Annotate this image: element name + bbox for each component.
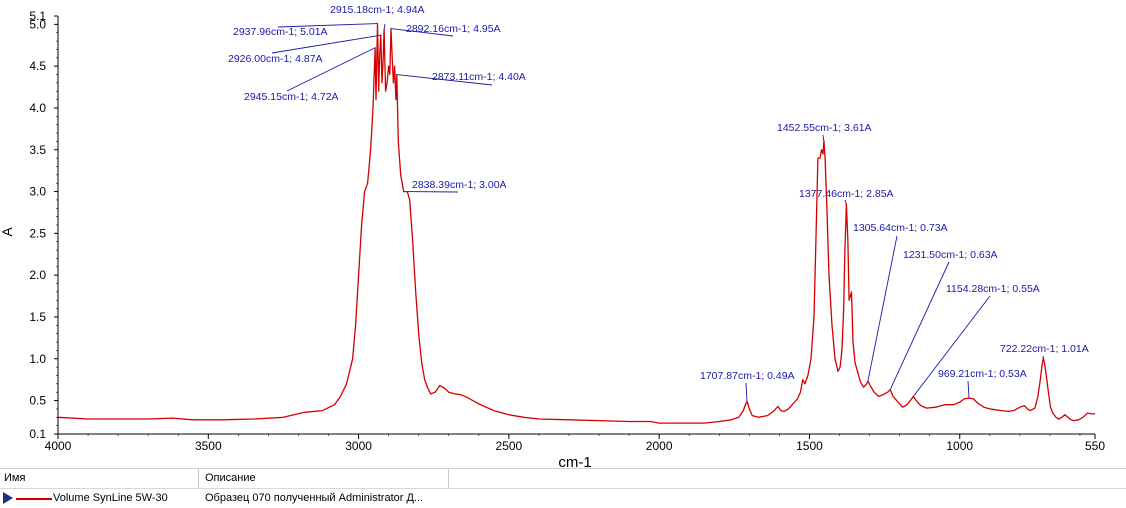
x-tick-label: 2500 — [496, 439, 523, 453]
peak-annotation-label: 1452.55cm-1; 3.61A — [777, 122, 872, 134]
annotation-leader-line — [823, 135, 824, 141]
column-header-description[interactable]: Описание — [205, 472, 256, 484]
legend-header: Имя Описание — [0, 469, 1126, 489]
y-tick-label: 4.0 — [29, 101, 46, 115]
series-description: Образец 070 полученный Administrator Д..… — [205, 492, 423, 504]
peak-annotation-label: 1154.28cm-1; 0.55A — [946, 283, 1040, 295]
peak-annotation-label: 1377.46cm-1; 2.85A — [799, 188, 894, 200]
annotation-leader-line — [913, 296, 990, 396]
peak-annotation-label: 2926.00cm-1; 4.87A — [228, 53, 323, 65]
column-header-name[interactable]: Имя — [4, 472, 25, 484]
legend-row[interactable]: Volume SynLine 5W-30 Образец 070 получен… — [0, 489, 1126, 508]
peak-annotation-label: 2945.15cm-1; 4.72A — [244, 91, 339, 103]
annotation-leader-line — [968, 381, 969, 398]
peak-annotation-label: 969.21cm-1; 0.53A — [938, 368, 1027, 380]
peak-annotation-label: 1707.87cm-1; 0.49A — [700, 370, 795, 382]
series-color-swatch — [16, 498, 52, 500]
annotation-leader-line — [845, 200, 846, 204]
peak-annotation-label: 1305.64cm-1; 0.73A — [853, 222, 948, 234]
x-tick-label: 1500 — [796, 439, 823, 453]
series-name: Volume SynLine 5W-30 — [53, 492, 168, 504]
column-divider[interactable] — [448, 469, 449, 488]
peak-annotation-label: 2915.18cm-1; 4.94A — [330, 4, 425, 16]
y-tick-label: 1.0 — [29, 352, 46, 366]
x-tick-label: 3500 — [195, 439, 222, 453]
y-tick-label: 3.0 — [29, 185, 46, 199]
x-axis-label: cm-1 — [558, 454, 591, 468]
x-tick-label: 3000 — [345, 439, 372, 453]
y-tick-label: 4.5 — [29, 59, 46, 73]
x-tick-label: 2000 — [646, 439, 673, 453]
peak-annotation-label: 1231.50cm-1; 0.63A — [903, 249, 998, 261]
selected-row-arrow-icon — [3, 492, 13, 504]
x-tick-label: 1000 — [946, 439, 973, 453]
legend-table: Имя Описание Volume SynLine 5W-30 Образе… — [0, 468, 1126, 508]
y-tick-label: 2.5 — [29, 226, 46, 240]
x-axis-ticks: 4000 3500 3000 2500 2000 1500 1000 550 — [45, 434, 1106, 453]
spectrum-chart: 5.15.04.54.03.53.02.52.01.51.00.50.1 400… — [0, 0, 1126, 468]
y-axis-ticks: 5.15.04.54.03.53.02.52.01.51.00.50.1 — [29, 9, 58, 441]
y-tick-label: 3.5 — [29, 143, 46, 157]
peak-annotation-label: 2892.16cm-1; 4.95A — [406, 23, 501, 35]
peak-annotation-label: 2937.96cm-1; 5.01A — [233, 26, 328, 38]
annotation-leader-line — [868, 236, 897, 381]
x-tick-label: 550 — [1085, 439, 1105, 453]
x-tick-label: 4000 — [45, 439, 72, 453]
y-tick-label: 0.5 — [29, 394, 46, 408]
y-tick-label: 5.0 — [29, 17, 46, 31]
column-divider[interactable] — [198, 469, 199, 488]
y-tick-label: 2.0 — [29, 268, 46, 282]
peak-annotation-label: 722.22cm-1; 1.01A — [1000, 343, 1089, 355]
annotation-leader-line — [746, 383, 747, 401]
y-axis-label: A — [0, 227, 15, 237]
peak-annotation-label: 2838.39cm-1; 3.00A — [412, 179, 507, 191]
annotation-leader-line — [384, 24, 385, 29]
peak-annotation-label: 2873.11cm-1; 4.40A — [432, 71, 526, 83]
y-tick-label: 1.5 — [29, 310, 46, 324]
